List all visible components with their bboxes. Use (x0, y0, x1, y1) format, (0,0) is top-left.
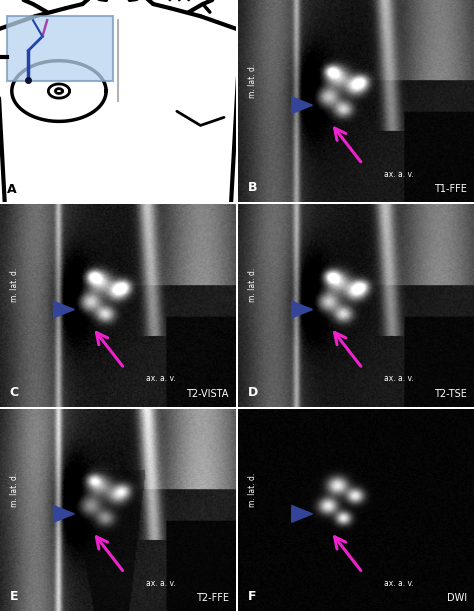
Text: m. lat. d.: m. lat. d. (248, 472, 257, 507)
Polygon shape (54, 505, 74, 522)
Text: ax. a. v.: ax. a. v. (146, 375, 176, 383)
Text: B: B (247, 181, 257, 194)
Text: ax. a. v.: ax. a. v. (384, 579, 414, 588)
Polygon shape (54, 301, 74, 318)
Polygon shape (292, 505, 312, 522)
Text: F: F (247, 590, 256, 603)
Polygon shape (292, 97, 312, 114)
Text: D: D (247, 386, 258, 398)
Bar (7, 16, 113, 81)
Text: m. lat. d.: m. lat. d. (248, 268, 257, 302)
Text: ax. a. v.: ax. a. v. (384, 170, 414, 179)
Text: C: C (9, 386, 18, 398)
Polygon shape (292, 301, 312, 318)
Text: T2-VISTA: T2-VISTA (186, 389, 229, 398)
Text: m. lat. d.: m. lat. d. (248, 64, 257, 98)
Text: T1-FFE: T1-FFE (434, 185, 467, 194)
Text: ax. a. v.: ax. a. v. (146, 579, 176, 588)
Text: A: A (7, 183, 17, 196)
Text: T2-TSE: T2-TSE (434, 389, 467, 398)
Text: m. lat. d.: m. lat. d. (9, 472, 18, 507)
Text: DWI: DWI (447, 593, 467, 603)
Text: T2-FFE: T2-FFE (196, 593, 229, 603)
Text: ax. a. v.: ax. a. v. (384, 375, 414, 383)
Text: E: E (9, 590, 18, 603)
Text: m. lat. d.: m. lat. d. (9, 268, 18, 302)
